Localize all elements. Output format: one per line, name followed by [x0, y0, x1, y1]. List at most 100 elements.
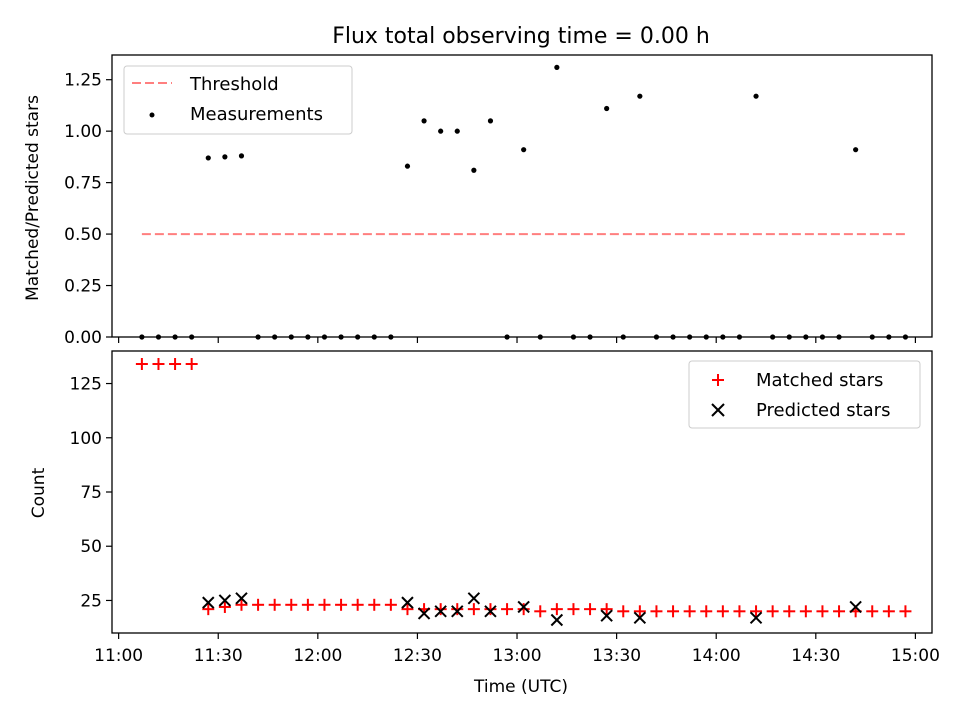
measurement-point — [653, 334, 660, 340]
legend-predicted-label: Predicted stars — [756, 400, 890, 421]
x-tick-label: 11:30 — [194, 646, 243, 666]
matched-star-marker — [882, 605, 895, 618]
top-axes-frame — [111, 54, 933, 338]
matched-star-marker — [799, 605, 812, 618]
x-tick-label: 13:30 — [592, 646, 641, 666]
matched-star-marker — [766, 605, 779, 618]
top-y-tick-label: 0.75 — [64, 174, 102, 194]
measurement-point — [902, 334, 909, 340]
top-axes: Matched/Predicted stars — [23, 95, 43, 301]
bottom-y-tick-label: 50 — [80, 537, 102, 557]
legend-matched-swatch — [712, 374, 724, 386]
legend-measurements-label: Measurements — [190, 104, 323, 125]
predicted-star-marker — [467, 592, 481, 605]
legend-bottom-frame — [688, 360, 921, 429]
predicted-star-marker — [401, 596, 414, 609]
matched-star-marker — [550, 603, 563, 616]
measurement-point — [338, 334, 344, 340]
matched-star-marker — [285, 598, 298, 611]
measurement-point — [305, 334, 311, 340]
bottom-y-tick-label: 75 — [80, 483, 102, 503]
matched-star-marker — [169, 358, 182, 371]
matched-star-marker — [467, 603, 480, 616]
matched-star-marker — [816, 605, 829, 618]
x-tick-label: 14:00 — [692, 646, 741, 666]
measurement-point — [371, 334, 377, 340]
predicted-star-marker — [218, 594, 232, 607]
measurement-point — [554, 64, 560, 70]
matched-star-marker — [185, 358, 198, 371]
matched-star-marker — [783, 605, 796, 618]
measurement-point — [604, 105, 610, 112]
top-y-tick-label: 1.25 — [64, 71, 102, 91]
x-tick-label: 14:30 — [791, 646, 840, 666]
measurement-point — [637, 93, 643, 99]
x-tick-label: 15:00 — [891, 646, 940, 666]
top-y-tick-label: 0.00 — [64, 328, 102, 348]
x-tick-label: 11:00 — [94, 646, 143, 666]
matched-star-marker — [633, 605, 646, 618]
bottom-y-tick-label: 25 — [80, 591, 102, 611]
legend-predicted-swatch — [711, 403, 725, 417]
measurement-point — [321, 334, 328, 340]
measurement-point — [438, 128, 444, 134]
predicted-star-marker — [451, 605, 464, 618]
matched-star-marker — [567, 603, 580, 616]
legend-top: Threshold Measurements — [123, 65, 353, 135]
measurement-point — [272, 334, 278, 340]
legend-measurements-swatch — [149, 112, 155, 118]
predicted-star-marker — [600, 609, 613, 622]
matched-star-marker — [268, 598, 281, 611]
x-tick-label: 12:00 — [293, 646, 342, 666]
predicted-star-marker — [434, 605, 447, 618]
plot-layer: 0.00 0.25 0.50 0.75 1.00 1.25 25 50 75 100 125 11:0… — [64, 54, 940, 666]
bottom-y-axis-label: Count — [29, 467, 49, 518]
measurement-point — [504, 334, 510, 340]
matched-star-marker — [534, 605, 547, 618]
matched-star-marker — [866, 605, 879, 618]
measurement-point — [753, 93, 759, 99]
predicted-star-marker — [417, 607, 431, 620]
measurement-point — [189, 334, 195, 340]
bottom-y-tick-label: 125 — [70, 375, 102, 395]
matched-star-marker — [484, 603, 497, 616]
measurement-point — [853, 147, 859, 153]
matched-star-marker — [517, 603, 530, 616]
measurement-point — [786, 334, 792, 340]
measurement-point — [139, 334, 145, 340]
matched-star-marker — [451, 603, 464, 616]
bottom-axes: Count Time (UTC) — [29, 467, 568, 697]
measurement-point — [404, 163, 411, 169]
measurement-point — [687, 334, 693, 340]
predicted-star-marker — [202, 596, 215, 609]
measurement-point — [355, 334, 361, 340]
matched-star-marker — [351, 598, 364, 611]
top-y-tick-label: 1.00 — [64, 122, 102, 142]
measurement-point — [388, 334, 394, 340]
legend-threshold-label: Threshold — [189, 74, 279, 95]
top-y-tick-label: 0.25 — [64, 277, 102, 297]
predicted-star-marker — [749, 611, 763, 625]
measurement-point — [886, 334, 892, 340]
bottom-y-tick-label: 100 — [70, 429, 102, 449]
matched-star-marker — [617, 605, 630, 618]
measurement-point — [255, 334, 261, 340]
matched-star-marker — [252, 598, 265, 611]
matched-star-marker — [368, 598, 381, 611]
measurement-point — [620, 334, 626, 340]
predicted-star-marker — [484, 605, 497, 618]
matched-star-marker — [434, 603, 447, 616]
matched-star-marker — [683, 605, 696, 618]
chart-title: Flux total observing time = 0.00 h — [332, 24, 710, 49]
matched-star-marker — [401, 603, 414, 616]
measurement-point — [487, 118, 494, 124]
measurement-point — [803, 334, 809, 340]
matched-star-marker — [600, 603, 613, 616]
matched-star-marker — [584, 603, 597, 616]
matched-star-marker — [750, 605, 763, 618]
matched-star-marker — [833, 605, 846, 618]
matched-star-marker — [218, 600, 231, 613]
measurement-point — [288, 334, 294, 340]
matched-star-marker — [733, 605, 746, 618]
